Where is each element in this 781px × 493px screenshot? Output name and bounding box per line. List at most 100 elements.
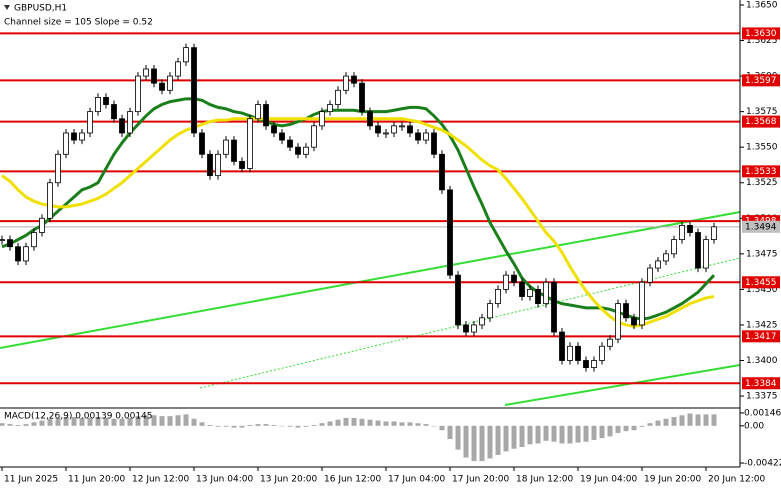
current-price-label: 1.3494 [745, 222, 777, 232]
macd-bar [495, 425, 501, 455]
macd-bar [367, 419, 373, 426]
candle-body [431, 132, 437, 155]
macd-bar [103, 417, 109, 426]
macd-bar [119, 418, 125, 426]
level-label: 1.3597 [745, 76, 777, 86]
macd-bar [431, 425, 437, 427]
candle-body [511, 274, 517, 283]
candle-body [151, 68, 157, 84]
level-label-box [742, 165, 780, 178]
x-tick-label: 19 Jun 20:00 [644, 475, 701, 485]
candle-body [551, 281, 557, 333]
candle-body [439, 153, 445, 191]
macd-bar [647, 423, 653, 426]
candle-body [695, 232, 701, 269]
candle-body [519, 281, 525, 297]
x-tick-label: 11 Jun 20:00 [68, 475, 125, 485]
macd-bar [79, 417, 85, 426]
macd-bar [151, 415, 157, 426]
candle-body [367, 111, 373, 127]
y-tick-label: 1.3525 [746, 178, 778, 188]
candle-body [287, 139, 293, 148]
macd-bar [159, 416, 165, 426]
macd-bar [263, 424, 269, 426]
candle-body [127, 111, 133, 134]
trend-line [199, 257, 741, 389]
candle-body [599, 345, 605, 361]
macd-bar [343, 417, 349, 426]
x-tick-label: 17 Jun 20:00 [452, 475, 509, 485]
candle-body [303, 146, 309, 155]
candle-body [527, 288, 533, 297]
candle-body [575, 345, 581, 361]
x-tick-label: 17 Jun 04:00 [388, 475, 445, 485]
macd-bar [359, 418, 365, 426]
macd-bar [479, 425, 485, 462]
macd-bar [503, 425, 509, 452]
candle-body [255, 104, 261, 120]
macd-y-tick-label: 0.00146 [744, 408, 781, 418]
macd-bar [191, 418, 197, 426]
macd-bar [311, 424, 317, 426]
candle-body [647, 267, 653, 283]
y-tick-label: 1.3475 [746, 249, 778, 259]
candle-body [383, 132, 389, 135]
candle-body [359, 82, 365, 113]
macd-bar [631, 425, 637, 431]
candle-body [687, 225, 693, 233]
macd-bar [351, 417, 357, 426]
candle-body [103, 97, 109, 105]
macd-bar [127, 417, 133, 426]
level-label: 1.3630 [745, 29, 777, 39]
macd-bar [567, 425, 573, 444]
level-label: 1.3533 [745, 167, 777, 177]
macd-bar [439, 425, 445, 431]
candle-body [311, 125, 317, 148]
level-label-box [742, 74, 780, 87]
x-tick-label: 13 Jun 20:00 [260, 475, 317, 485]
macd-bar [239, 425, 245, 428]
candle-body [55, 153, 61, 184]
macd-bar [303, 425, 309, 427]
macd-bar [295, 425, 301, 428]
macd-bar [287, 425, 293, 427]
candle-body [343, 75, 349, 91]
macd-bar [167, 416, 173, 426]
trend-line [0, 211, 741, 349]
candle-body [631, 317, 637, 326]
macd-bar [423, 424, 429, 426]
candle-body [111, 104, 117, 120]
candle-body [447, 189, 453, 276]
macd-bar [607, 425, 613, 437]
candle-body [655, 260, 661, 269]
trend-line [504, 364, 741, 406]
macd-bar [383, 421, 389, 426]
macd-bar [623, 425, 629, 432]
macd-bar [39, 420, 45, 426]
candle-body [23, 246, 29, 262]
macd-bar [551, 425, 557, 442]
candle-body [79, 132, 85, 141]
candle-body [119, 118, 125, 134]
macd-bar [407, 422, 413, 426]
candle-body [671, 239, 677, 255]
macd-bar [671, 417, 677, 426]
x-tick-label: 19 Jun 04:00 [580, 475, 637, 485]
macd-bar [175, 415, 181, 426]
candle-body [535, 288, 541, 305]
symbol-icon [4, 5, 10, 10]
candle-body [335, 89, 341, 105]
candle-body [247, 118, 253, 169]
candle-body [295, 146, 301, 155]
candle-body [319, 111, 325, 127]
candle-body [375, 125, 381, 134]
candle-body [327, 104, 333, 113]
macd-bar [615, 425, 621, 433]
candle-body [263, 104, 269, 127]
macd-bar [0, 423, 5, 426]
candle-body [415, 132, 421, 141]
candle-body [591, 360, 597, 369]
candle-body [207, 153, 213, 177]
